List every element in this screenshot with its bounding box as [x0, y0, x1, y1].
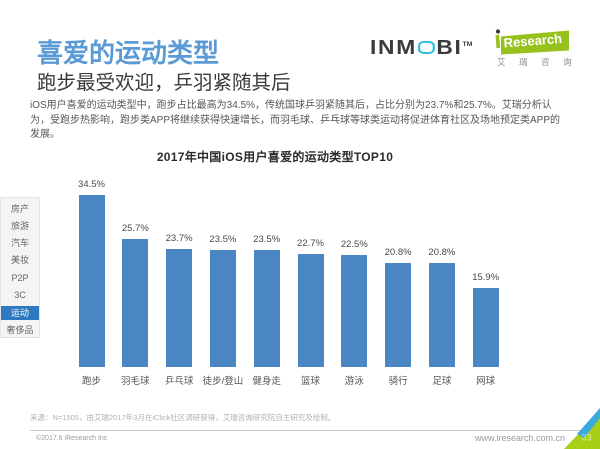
svg-text:Research: Research — [503, 31, 563, 51]
svg-text:33: 33 — [582, 433, 592, 443]
